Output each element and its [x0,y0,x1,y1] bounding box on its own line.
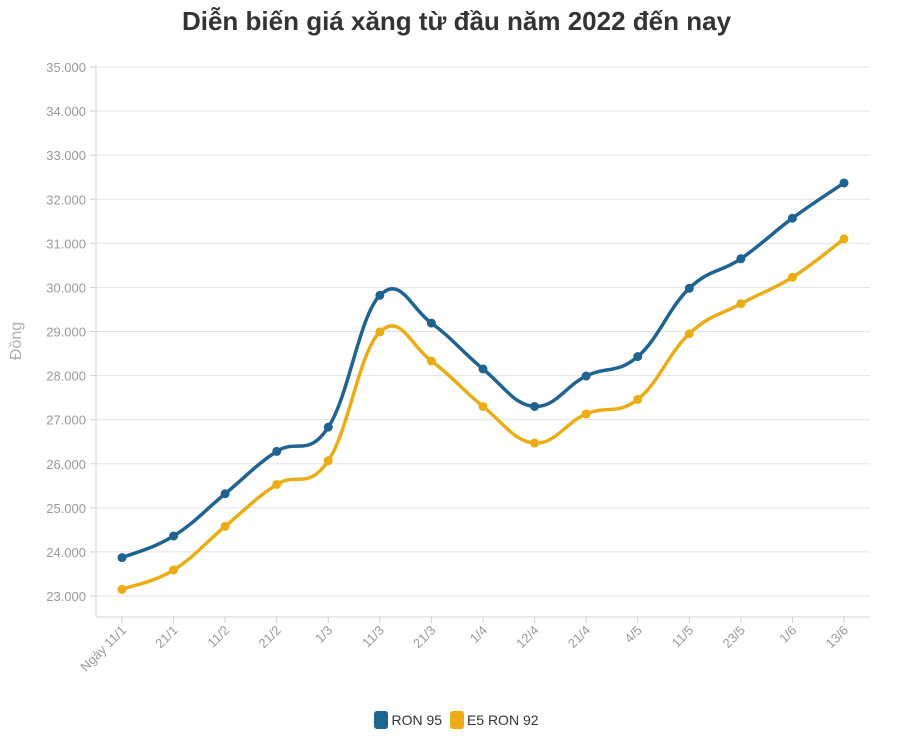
data-point-e5ron92[interactable] [633,394,643,404]
x-tick-label: 11/2 [204,623,232,651]
data-point-e5ron92[interactable] [169,565,179,575]
x-tick-label: 11/5 [669,623,697,651]
data-point-ron95[interactable] [426,318,436,328]
data-point-e5ron92[interactable] [478,401,488,411]
data-point-ron95[interactable] [736,254,746,264]
data-point-ron95[interactable] [117,553,127,563]
data-point-ron95[interactable] [581,371,591,381]
x-tick-label: 1/6 [776,623,799,646]
data-point-ron95[interactable] [272,446,282,456]
data-point-e5ron92[interactable] [736,299,746,309]
x-tick-label: 4/5 [621,623,644,646]
y-tick-label: 28.000 [46,369,86,384]
y-axis-label: Đồng [8,322,25,360]
legend-swatch-e5ron92 [449,711,464,729]
data-point-e5ron92[interactable] [323,456,333,466]
series-line-ron95 [120,181,846,560]
x-tick-label: 21/4 [565,623,594,652]
series [117,178,849,594]
x-tick-label: 12/4 [513,623,542,652]
y-tick-label: 35.000 [46,60,86,75]
legend-item-e5ron92[interactable]: E5 RON 92 [449,711,539,729]
data-point-ron95[interactable] [530,401,540,411]
data-point-e5ron92[interactable] [581,409,591,419]
legend-label-e5ron92: E5 RON 92 [466,712,539,728]
legend: RON 95 E5 RON 92 [0,711,913,732]
data-point-ron95[interactable] [323,422,333,432]
data-point-e5ron92[interactable] [117,584,127,594]
data-point-ron95[interactable] [478,364,488,374]
x-tick-label: 13/6 [823,623,852,652]
data-point-ron95[interactable] [375,290,385,300]
y-tick-label: 30.000 [46,280,86,295]
data-point-e5ron92[interactable] [787,272,797,282]
data-point-e5ron92[interactable] [426,356,436,366]
x-tick-label: 23/5 [719,623,748,652]
legend-swatch-ron95 [374,711,389,729]
data-point-e5ron92[interactable] [220,521,230,531]
x-tick-label: 11/3 [359,623,387,651]
axes: 23.000 24.000 25.000 26.000 27.000 28.000 29.0… [46,60,870,674]
x-tick-label: Ngày 11/1 [77,623,129,675]
x-tick-label: 21/2 [255,623,284,652]
grid [96,66,870,597]
legend-label-ron95: RON 95 [391,712,443,728]
y-tick-label: 34.000 [46,104,86,119]
legend-item-ron95[interactable]: RON 95 [374,711,442,729]
data-point-ron95[interactable] [787,213,797,223]
y-tick-label: 33.000 [46,148,86,163]
data-point-e5ron92[interactable] [272,479,282,489]
data-point-ron95[interactable] [220,489,230,499]
data-point-e5ron92[interactable] [375,327,385,337]
y-tick-label: 29.000 [46,325,86,340]
y-tick-label: 31.000 [46,236,86,251]
x-tick-label: 1/3 [312,623,335,646]
data-point-e5ron92[interactable] [684,329,694,339]
y-tick-label: 25.000 [46,501,86,516]
data-point-ron95[interactable] [684,283,694,293]
y-tick-label: 32.000 [46,192,86,207]
y-tick-label: 24.000 [46,545,86,560]
data-point-ron95[interactable] [169,531,179,541]
x-tick-label: 1/4 [467,623,490,646]
series-line-e5ron92 [120,237,846,592]
chart-title: Diễn biến giá xăng từ đầu năm 2022 đến n… [181,6,732,36]
x-tick-label: 21/3 [410,623,439,652]
data-point-ron95[interactable] [839,178,849,188]
data-point-e5ron92[interactable] [530,438,540,448]
y-tick-label: 26.000 [46,457,86,472]
y-tick-label: 27.000 [46,413,86,428]
x-tick-label: 21/1 [152,623,181,652]
data-point-ron95[interactable] [633,352,643,362]
data-point-e5ron92[interactable] [839,234,849,244]
y-tick-label: 23.000 [46,589,86,604]
